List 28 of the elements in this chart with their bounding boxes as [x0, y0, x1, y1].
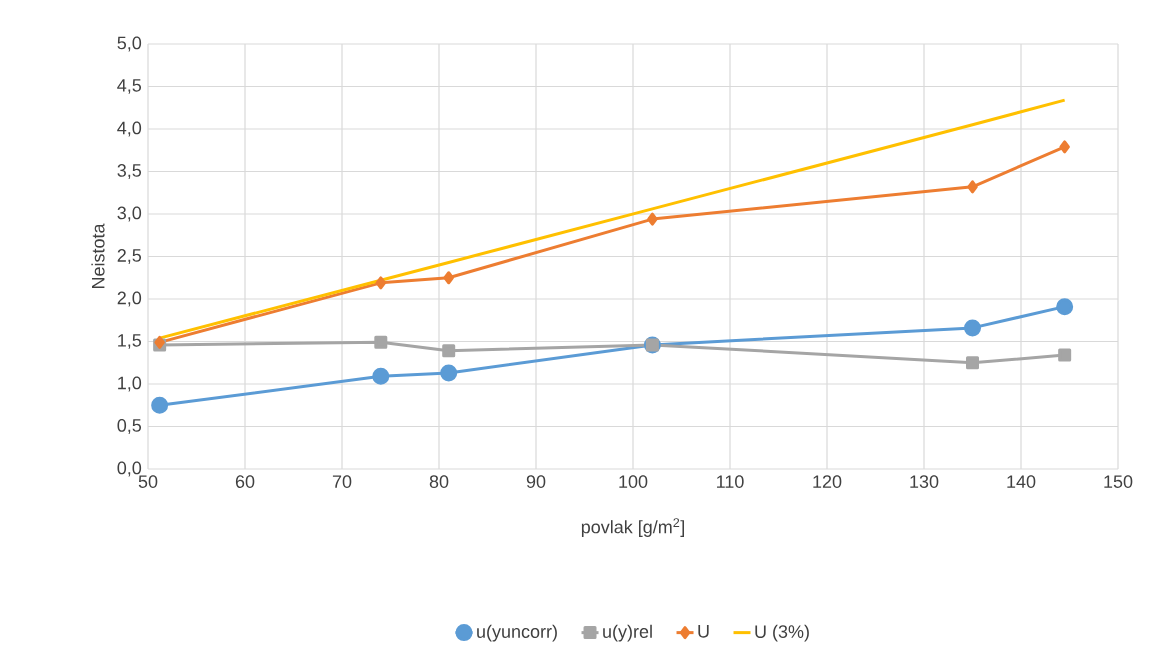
y-tick-label: 1,5 — [118, 334, 142, 349]
legend-label: u(yuncorr) — [477, 624, 557, 642]
y-tick-label: 5,0 — [117, 36, 142, 52]
y-tick-label: 3,5 — [117, 164, 142, 179]
y-tick-label: 4,5 — [117, 79, 142, 94]
y-tick-label: 2,0 — [117, 291, 142, 307]
x-tick-label: 70 — [332, 475, 352, 488]
x-tick-label: 150 — [1104, 475, 1133, 488]
x-tick-label: 100 — [619, 475, 648, 488]
x-tick-label: 130 — [910, 475, 939, 488]
legend-label: u(y)rel — [603, 624, 652, 642]
y-axis-title: Neistota — [91, 223, 105, 289]
y-tick-label: 0,0 — [117, 461, 142, 477]
y-tick-label: 1,0 — [118, 376, 142, 392]
y-tick-label: 4,0 — [117, 121, 142, 137]
x-tick-label: 60 — [235, 475, 255, 488]
y-tick-label: 3,0 — [117, 206, 142, 222]
x-tick-label: 110 — [717, 475, 744, 488]
legend-label: U (3%) — [755, 624, 809, 642]
y-tick-label: 2,5 — [117, 249, 142, 264]
y-tick-label: 0,5 — [117, 419, 142, 434]
x-axis-title: povlak [g/m$^{2}$] — [581, 518, 684, 537]
x-tick-label: 120 — [813, 475, 842, 488]
x-tick-label: 90 — [526, 475, 546, 488]
x-tick-label: 50 — [138, 475, 158, 488]
x-tick-label: 80 — [429, 475, 449, 488]
x-tick-label: 140 — [1007, 475, 1036, 488]
legend-label: U — [698, 625, 709, 638]
